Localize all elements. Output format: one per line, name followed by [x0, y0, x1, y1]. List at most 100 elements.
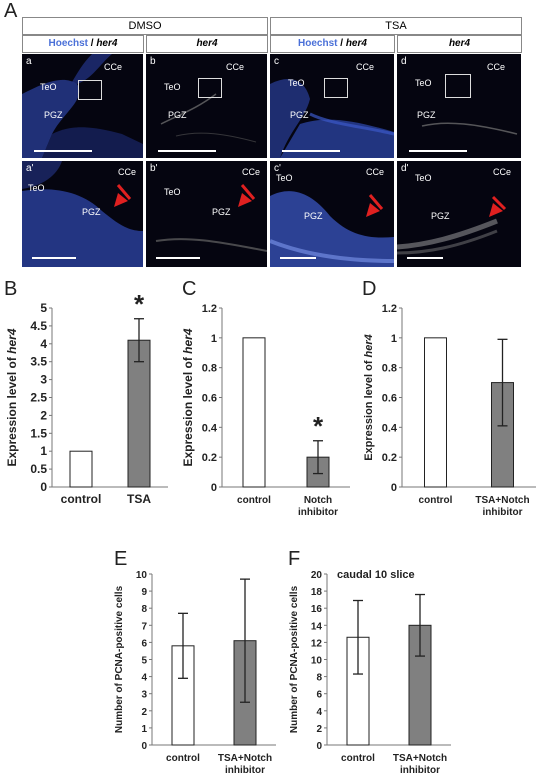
category-label: TSA	[127, 492, 151, 506]
y-tick-label: 1.2	[382, 303, 397, 315]
y-tick-label: 5	[141, 656, 147, 667]
region-label-cce: CCe	[487, 62, 506, 72]
figure-letter-b: B	[4, 278, 18, 300]
region-label-pgz: PGZ	[290, 110, 309, 120]
chart-e: 0 1 2 3 4 5 6 7 8 9 10 Number of PCNA-positive cell…	[114, 570, 276, 776]
region-label-cce: CCe	[493, 167, 512, 177]
y-axis-label: Expression level of her4	[5, 328, 19, 466]
y-tick-label: 3	[40, 373, 47, 387]
slash-label: /	[87, 38, 97, 49]
panel-a-microscopy: DMSO TSA Hoechst / her4 her4 Hoechst / h…	[0, 0, 549, 272]
column-header-her4: her4	[397, 35, 522, 53]
region-label-teo: TeO	[28, 183, 45, 193]
y-tick-label: 0.6	[382, 393, 397, 405]
micrograph-c-prime: c' CCe TeO PGZ	[270, 161, 394, 267]
category-label: control	[166, 753, 200, 764]
y-tick-label: 8	[316, 673, 322, 684]
y-tick-label: 1.5	[30, 426, 47, 440]
scale-bar	[407, 257, 443, 259]
y-tick-label: 0.2	[202, 452, 217, 464]
micrograph-b-prime: b' CCe TeO PGZ	[146, 161, 267, 267]
region-label-cce: CCe	[356, 62, 375, 72]
y-tick-label: 0	[40, 480, 47, 494]
y-axis-label-gene: her4	[363, 334, 375, 357]
y-tick-label: 0.8	[202, 363, 217, 375]
y-axis-label-prefix: Expression level of	[363, 357, 375, 460]
y-tick-label: 1	[40, 444, 47, 458]
y-tick-label: 3	[141, 690, 147, 701]
category-label: Notch	[304, 495, 332, 506]
bar	[242, 337, 266, 488]
scale-bar	[34, 150, 92, 152]
micrograph-d-prime: d' CCe TeO PGZ	[397, 161, 521, 267]
chart-f: 0 2 4 6 8 10 12 14 16 18 20 Number of PCNA-positive…	[289, 569, 451, 776]
region-label-pgz: PGZ	[44, 110, 63, 120]
group-header-dmso: DMSO	[22, 17, 268, 35]
subpanel-label-c: c	[274, 56, 279, 67]
micrograph-d: d CCe TeO PGZ	[397, 54, 521, 158]
her4-label: her4	[448, 38, 471, 49]
region-label-pgz: PGZ	[431, 211, 450, 221]
hoechst-label: Hoechst	[48, 38, 88, 49]
figure-letter-d: D	[362, 278, 377, 300]
y-axis-label-gene: her4	[5, 328, 19, 354]
y-tick-label: 14	[311, 621, 323, 632]
y-tick-label: 7	[141, 621, 147, 632]
y-tick-label: 0.4	[382, 422, 398, 434]
y-tick-label: 1	[141, 724, 147, 735]
micrograph-c-image	[270, 79, 394, 158]
y-tick-label: 2	[316, 724, 322, 735]
y-axis-label: Number of PCNA-positive cells	[289, 585, 300, 733]
category-label: TSA+Notch	[218, 753, 272, 764]
y-tick-label: 0.6	[202, 393, 217, 405]
micrograph-d-prime-image	[397, 195, 507, 255]
y-tick-label: 0.8	[382, 363, 397, 375]
y-tick-label: 2.5	[30, 391, 47, 405]
y-tick-label: 0	[316, 741, 322, 752]
region-label-teo: TeO	[40, 82, 57, 92]
y-tick-label: 1	[211, 333, 217, 345]
figure-letter-f: F	[288, 548, 301, 570]
micrograph-a: a CCe TeO PGZ	[22, 54, 143, 158]
region-label-pgz: PGZ	[417, 110, 436, 120]
scale-bar	[282, 150, 340, 152]
y-tick-label: 20	[311, 570, 323, 581]
micrograph-b-prime-image	[155, 184, 267, 252]
y-tick-label: 8	[141, 604, 147, 615]
y-tick-label: 5	[40, 301, 47, 315]
subpanel-label-c-prime: c'	[274, 163, 281, 174]
y-tick-label: 6	[316, 690, 322, 701]
category-label: control	[61, 492, 102, 506]
region-label-cce: CCe	[104, 62, 123, 72]
region-label-teo: TeO	[415, 173, 432, 183]
scale-bar	[280, 257, 316, 259]
y-tick-label: 9	[141, 587, 147, 598]
category-label: inhibitor	[483, 507, 523, 518]
y-tick-label: 0	[141, 741, 147, 752]
column-header-hoechst-her4: Hoechst / her4	[270, 35, 395, 53]
figure-letter-a: A	[4, 0, 18, 22]
figure-letter-e: E	[114, 548, 128, 570]
y-axis-label: Expression level of her4	[181, 328, 195, 466]
subpanel-label-b: b	[150, 56, 156, 67]
region-label-teo: TeO	[164, 187, 181, 197]
hoechst-label: Hoechst	[298, 38, 338, 49]
micrograph-a-prime: a' CCe TeO PGZ	[22, 161, 143, 267]
subpanel-label-d: d	[401, 56, 407, 67]
y-tick-label: 0	[391, 482, 397, 494]
region-label-pgz: PGZ	[304, 211, 323, 221]
scale-bar	[409, 150, 467, 152]
y-tick-label: 4	[40, 337, 47, 351]
region-label-teo: TeO	[164, 82, 181, 92]
micrograph-b: b CCe TeO PGZ	[146, 54, 267, 158]
region-label-teo: TeO	[288, 78, 305, 88]
inset-box	[324, 78, 348, 98]
y-axis-label-prefix: Expression level of	[181, 354, 195, 467]
micrograph-d-image	[421, 122, 518, 135]
scale-bar	[156, 257, 200, 259]
y-tick-label: 4.5	[30, 319, 47, 333]
group-header-tsa: TSA	[270, 17, 522, 35]
region-label-pgz: PGZ	[212, 207, 231, 217]
y-tick-label: 10	[136, 570, 148, 581]
chart-b: 0 0.5 1 1.5 2 2.5 3 3.5 4 4.5 5 Expression level of…	[5, 292, 168, 506]
